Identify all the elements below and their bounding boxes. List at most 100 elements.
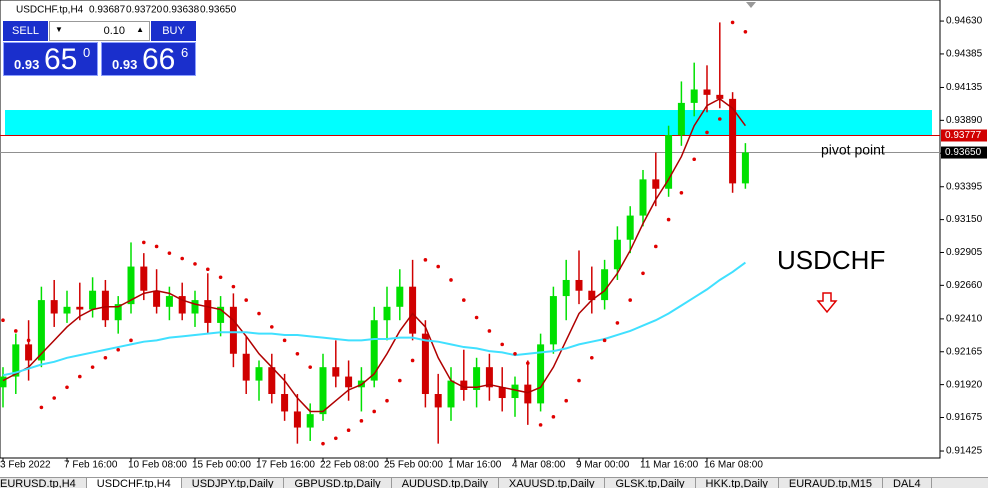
sar-dot: [206, 267, 210, 272]
y-tick-label: 0.92410: [946, 314, 983, 325]
plot-frame: [0, 0, 941, 459]
sar-dot: [180, 256, 184, 261]
x-tick-label: 1 Mar 16:00: [448, 460, 502, 471]
sar-dot: [78, 374, 82, 379]
x-tick-label: 9 Mar 00:00: [576, 460, 630, 471]
sar-dot: [26, 338, 31, 343]
sar-dot: [321, 441, 325, 446]
moving-average: [2, 97, 747, 413]
sar-dot: [90, 365, 95, 369]
zone: [5, 110, 932, 136]
candle-body: [89, 290, 97, 310]
candle-body: [677, 102, 685, 136]
chart-tab[interactable]: GBPUSD.tp,Daily: [284, 478, 392, 488]
x-tick-label: 3 Feb 2022: [0, 460, 51, 471]
candle-body: [396, 286, 404, 307]
x-tick-label: 4 Mar 08:00: [512, 460, 566, 471]
candle-body: [460, 380, 468, 390]
sar-dot: [270, 325, 274, 329]
sar-dot: [436, 264, 441, 269]
sar-dot: [167, 251, 172, 255]
spin-down[interactable]: ▼: [55, 25, 63, 34]
x-tick-label: 16 Mar 08:00: [704, 460, 763, 471]
sar-dot: [577, 378, 581, 383]
price-label-box: [941, 129, 987, 142]
chart-tab[interactable]: GLSK.tp,Daily: [605, 478, 696, 488]
chart-tab[interactable]: EURUSD.tp,H4: [0, 478, 87, 488]
sar-dot: [551, 415, 556, 419]
candle-body: [25, 344, 33, 361]
candle-body: [268, 367, 276, 395]
sar-dot: [743, 29, 748, 34]
candle-body: [332, 367, 340, 377]
candle-body: [434, 394, 442, 408]
chart-tab[interactable]: HKK.tp,Daily: [696, 478, 779, 488]
candle-body: [729, 98, 737, 184]
candle-body: [127, 266, 135, 305]
candle-body: [601, 269, 609, 301]
sar-dot: [628, 298, 632, 302]
candle-body: [562, 279, 570, 297]
chart-tab[interactable]: USDJPY.tp,Daily: [182, 478, 285, 488]
y-tick-label: 0.91675: [946, 412, 983, 423]
lot-input[interactable]: ▼ 0.10 ▲: [49, 21, 150, 41]
ask-frac: 6: [181, 45, 189, 60]
sar-dot: [231, 284, 236, 289]
candle-body: [153, 290, 161, 307]
candle-body: [63, 306, 71, 314]
annotation: pivot point: [821, 142, 885, 158]
chart-tab[interactable]: AUDUSD.tp,Daily: [392, 478, 499, 488]
down-arrow: [816, 292, 838, 314]
candle-body: [37, 300, 45, 361]
quote: 0.93687: [89, 5, 126, 16]
chart-tab[interactable]: DAL4: [883, 478, 932, 488]
candle-body: [549, 296, 557, 345]
quote: 0.93650: [200, 5, 237, 16]
sar-dot: [52, 396, 56, 400]
ask-quote[interactable]: 0.93 66 6: [101, 42, 196, 76]
candle-body: [703, 89, 711, 95]
sar-dot: [423, 258, 428, 262]
sar-dot: [142, 240, 146, 245]
sell-button[interactable]: SELL: [3, 21, 48, 41]
candle-body: [511, 384, 519, 399]
sar-dot: [474, 315, 479, 320]
candle-body: [50, 300, 58, 314]
candle-body: [281, 394, 289, 412]
sar-dot: [462, 298, 466, 302]
sar-dot: [14, 329, 18, 333]
candle-body: [114, 304, 122, 321]
quote: 0.93638: [163, 5, 200, 16]
chart-tab[interactable]: XAUUSD.tp,Daily: [499, 478, 606, 488]
sar-dot: [116, 347, 120, 352]
bid-big: 0.93: [14, 57, 40, 72]
ask-pips: 66: [142, 43, 176, 76]
bid-quote[interactable]: 0.93 65 0: [3, 42, 98, 76]
sar-dot: [129, 338, 133, 343]
sar-dot: [602, 338, 607, 343]
sar-dot: [692, 157, 696, 162]
sar-dot: [346, 428, 351, 433]
y-tick-label: 0.91920: [946, 379, 983, 390]
sar-dot: [1, 318, 5, 323]
sar-dot: [218, 275, 223, 280]
lot-value: 0.10: [103, 25, 125, 37]
trade-panel: SELL ▼ 0.10 ▲ BUY 0.93 65 0 0.93 66 6: [3, 21, 196, 76]
chart-tab[interactable]: USDCHF.tp,H4: [86, 478, 182, 488]
spin-up[interactable]: ▲: [136, 25, 144, 34]
y-tick-label: 0.93395: [946, 181, 983, 192]
chart-tab[interactable]: EURAUD.tp,M15: [779, 478, 884, 488]
x-tick-label: 10 Feb 08:00: [128, 460, 187, 471]
x-tick-label: 7 Feb 16:00: [64, 460, 118, 471]
y-tick-label: 0.93890: [946, 115, 983, 126]
sar-dot: [666, 217, 671, 222]
buy-button[interactable]: BUY: [151, 21, 196, 41]
sar-dot: [705, 130, 709, 135]
sar-dot: [398, 378, 402, 383]
candle-body: [293, 411, 301, 428]
moving-average: [2, 261, 746, 377]
sar-dot: [718, 117, 722, 121]
bid-pips: 65: [44, 43, 78, 76]
x-tick-label: 25 Feb 00:00: [384, 460, 443, 471]
candle-body: [217, 306, 225, 323]
